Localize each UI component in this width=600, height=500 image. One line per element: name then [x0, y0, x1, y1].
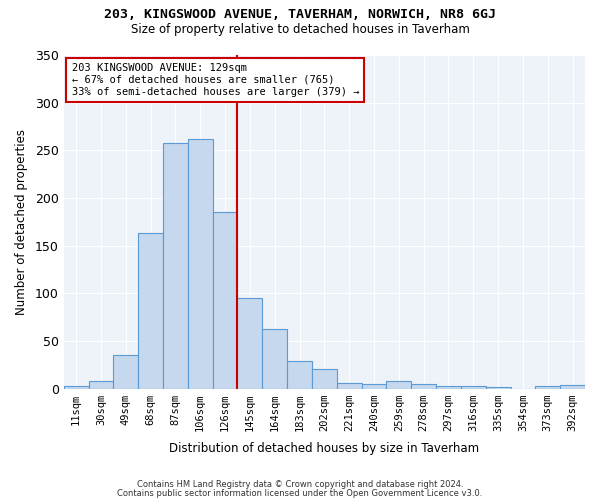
- Text: Contains public sector information licensed under the Open Government Licence v3: Contains public sector information licen…: [118, 489, 482, 498]
- Bar: [287, 361, 312, 388]
- Bar: [362, 384, 386, 388]
- Bar: [461, 386, 486, 388]
- Bar: [212, 212, 238, 388]
- Bar: [113, 355, 138, 388]
- Bar: [64, 386, 89, 388]
- Bar: [89, 381, 113, 388]
- Bar: [337, 383, 362, 388]
- Text: 203, KINGSWOOD AVENUE, TAVERHAM, NORWICH, NR8 6GJ: 203, KINGSWOOD AVENUE, TAVERHAM, NORWICH…: [104, 8, 496, 20]
- Bar: [188, 139, 212, 388]
- Bar: [560, 384, 585, 388]
- Bar: [486, 386, 511, 388]
- Bar: [386, 381, 411, 388]
- Bar: [262, 330, 287, 388]
- Bar: [411, 384, 436, 388]
- Bar: [163, 142, 188, 388]
- Bar: [238, 298, 262, 388]
- X-axis label: Distribution of detached houses by size in Taverham: Distribution of detached houses by size …: [169, 442, 479, 455]
- Y-axis label: Number of detached properties: Number of detached properties: [15, 129, 28, 315]
- Text: Contains HM Land Registry data © Crown copyright and database right 2024.: Contains HM Land Registry data © Crown c…: [137, 480, 463, 489]
- Text: 203 KINGSWOOD AVENUE: 129sqm
← 67% of detached houses are smaller (765)
33% of s: 203 KINGSWOOD AVENUE: 129sqm ← 67% of de…: [71, 64, 359, 96]
- Bar: [138, 233, 163, 388]
- Bar: [312, 370, 337, 388]
- Bar: [535, 386, 560, 388]
- Text: Size of property relative to detached houses in Taverham: Size of property relative to detached ho…: [131, 22, 469, 36]
- Bar: [436, 386, 461, 388]
